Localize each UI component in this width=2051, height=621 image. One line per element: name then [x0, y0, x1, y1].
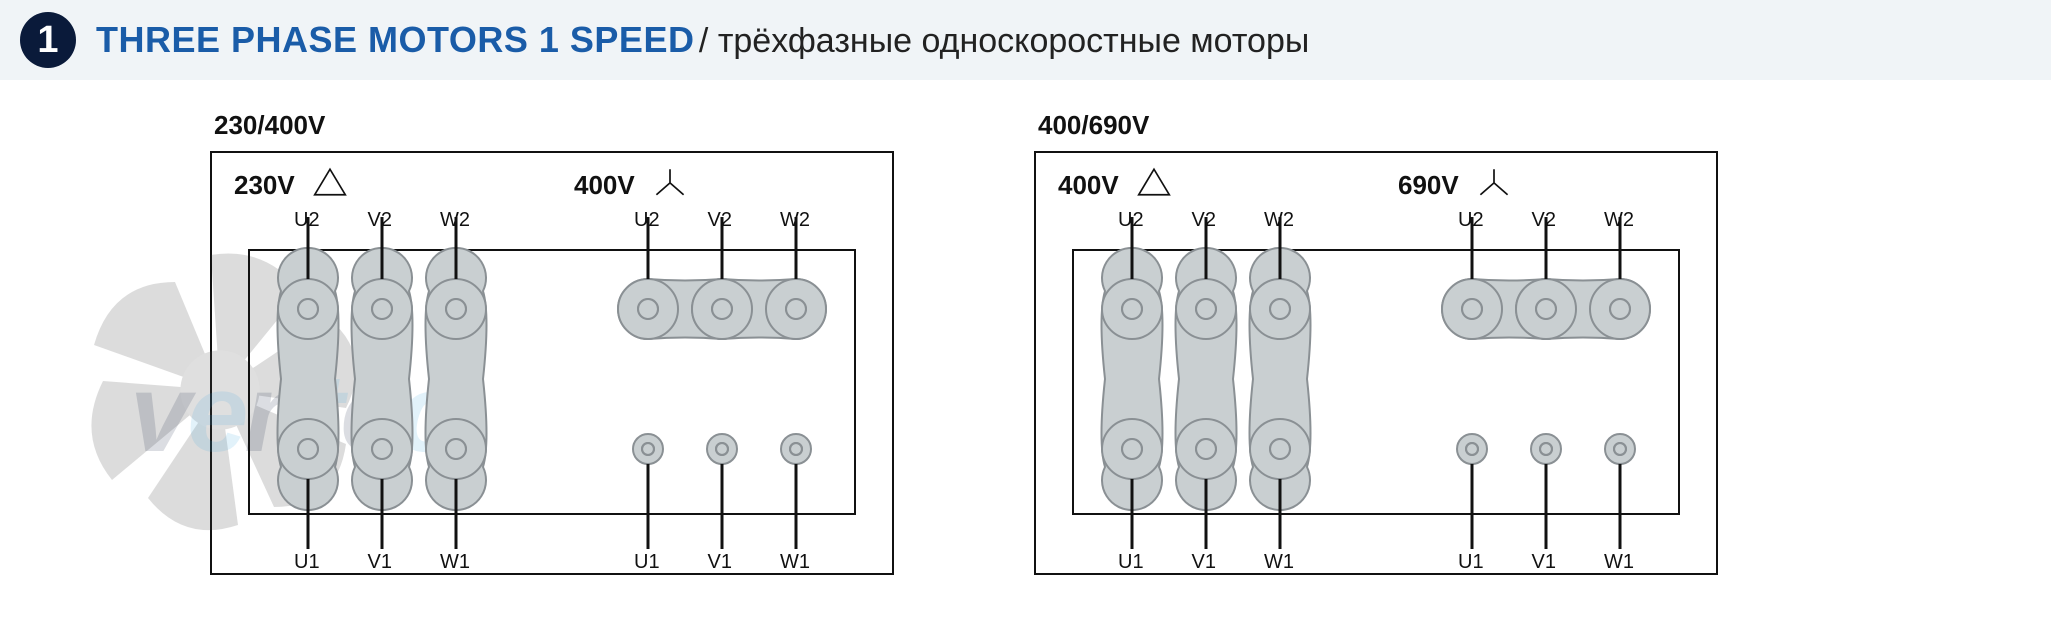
- terminal-label: V1: [1192, 551, 1216, 574]
- terminal-label: U1: [634, 551, 660, 574]
- terminal-label: W1: [440, 551, 470, 574]
- terminal-label: V1: [368, 551, 392, 574]
- group-voltage-label: 230/400V: [214, 110, 894, 141]
- header-bar: 1 THREE PHASE MOTORS 1 SPEED / трёхфазны…: [0, 0, 2051, 80]
- terminal-label: W1: [1264, 551, 1294, 574]
- terminal-label: U1: [1458, 551, 1484, 574]
- title: THREE PHASE MOTORS 1 SPEED / трёхфазные …: [96, 19, 1309, 61]
- group-box: 230V U2V2W2 U1V1W1 400V: [210, 151, 894, 575]
- terminal-diagram: [1036, 153, 1376, 573]
- terminal-label: W1: [780, 551, 810, 574]
- wiring-panel: 400V U2V2W2 U1V1W1: [1036, 153, 1376, 573]
- terminal-label: U1: [294, 551, 320, 574]
- wiring-panel: 230V U2V2W2 U1V1W1: [212, 153, 552, 573]
- terminal-label: V1: [1532, 551, 1556, 574]
- terminal-diagram: [212, 153, 552, 573]
- terminal-label: V1: [708, 551, 732, 574]
- group-voltage-label: 400/690V: [1038, 110, 1718, 141]
- bottom-terminal-labels: U1 V1 W1: [1458, 551, 1634, 574]
- voltage-group: 230/400V 230V U2V2W2 U1V1W1: [210, 110, 894, 575]
- terminal-label: U1: [1118, 551, 1144, 574]
- bottom-terminal-labels: U1 V1 W1: [634, 551, 810, 574]
- voltage-group: 400/690V 400V U2V2W2 U1V1W1: [1034, 110, 1718, 575]
- title-ru: трёхфазные односкоростные моторы: [718, 22, 1309, 60]
- section-number-badge: 1: [20, 12, 76, 68]
- content: ventec 230/400V 230V U2V2W2: [0, 80, 2051, 605]
- title-en: THREE PHASE MOTORS 1 SPEED: [96, 19, 694, 60]
- group-box: 400V U2V2W2 U1V1W1 690V: [1034, 151, 1718, 575]
- terminal-label: W1: [1604, 551, 1634, 574]
- wiring-panel: 400V U2V2W2 U1V1W1: [552, 153, 892, 573]
- wiring-panel: 690V U2V2W2 U1V1W1: [1376, 153, 1716, 573]
- title-divider: /: [699, 22, 718, 60]
- bottom-terminal-labels: U1 V1 W1: [1118, 551, 1294, 574]
- terminal-diagram: [1376, 153, 1716, 573]
- terminal-diagram: [552, 153, 892, 573]
- bottom-terminal-labels: U1 V1 W1: [294, 551, 470, 574]
